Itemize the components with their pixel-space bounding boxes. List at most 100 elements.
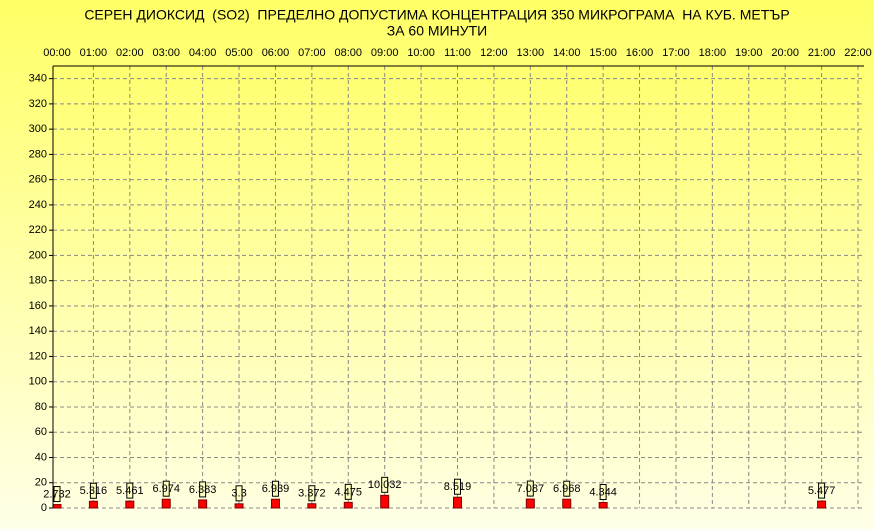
- value-label-text: 6.974: [152, 483, 180, 495]
- x-tick-label: 20:00: [771, 47, 799, 59]
- value-label: 6.974: [152, 480, 180, 497]
- bar: [453, 496, 462, 509]
- value-label-text: 6.939: [262, 483, 290, 495]
- x-tick-label: 14:00: [553, 47, 581, 59]
- value-label-box: [344, 483, 352, 500]
- value-label-box: [818, 482, 826, 499]
- y-tick-label: 160: [29, 300, 47, 312]
- value-label: 10.032: [368, 476, 402, 493]
- value-label-text: 7.087: [517, 483, 545, 495]
- x-tick-label: 22:00: [844, 47, 872, 59]
- bar: [817, 500, 827, 509]
- value-label: 8.519: [444, 478, 472, 495]
- value-label: 5.461: [116, 482, 144, 499]
- y-tick-label: 300: [29, 123, 47, 135]
- bar: [525, 498, 535, 509]
- y-tick-label: 140: [29, 325, 47, 337]
- y-tick-label: 200: [29, 249, 47, 261]
- value-label: 3.372: [298, 485, 326, 502]
- value-label-text: 5.461: [116, 485, 144, 497]
- x-tick-label: 09:00: [371, 47, 399, 59]
- value-label-text: 3.372: [298, 488, 326, 500]
- value-label-text: 2.732: [43, 488, 71, 500]
- value-label-text: 4.475: [335, 486, 363, 498]
- x-tick-label: 21:00: [808, 47, 836, 59]
- value-labels: 2.732 5.316 5.461 6.974 6.383 3.3 6.939 3.372 4.…: [43, 476, 836, 503]
- value-label: 6.383: [189, 481, 217, 498]
- value-label-box: [381, 476, 389, 493]
- value-label: 5.477: [808, 482, 836, 499]
- value-label: 4.475: [335, 483, 363, 500]
- y-tick-label: 80: [35, 401, 47, 413]
- value-label-box: [271, 480, 279, 497]
- value-label-box: [308, 485, 316, 502]
- bar: [125, 500, 135, 509]
- value-label: 5.316: [80, 482, 107, 499]
- y-tick-label: 0: [41, 502, 47, 514]
- x-tick-label: 00:00: [43, 47, 71, 59]
- bar: [270, 498, 280, 509]
- bar: [234, 503, 244, 509]
- value-label: 6.939: [262, 480, 290, 497]
- value-label-box: [126, 482, 134, 499]
- x-tick-label: 19:00: [735, 47, 763, 59]
- value-label: 2.732: [43, 486, 71, 503]
- value-label: 6.968: [553, 480, 580, 497]
- y-tick-label: 280: [29, 148, 47, 160]
- x-tick-label: 07:00: [298, 47, 326, 59]
- value-label-text: 10.032: [368, 479, 402, 491]
- value-label: 4.344: [589, 484, 617, 501]
- value-label-box: [53, 486, 61, 503]
- x-tick-label: 04:00: [189, 47, 217, 59]
- value-label-box: [199, 481, 207, 498]
- x-tick-label: 02:00: [116, 47, 144, 59]
- x-tick-label: 03:00: [152, 47, 180, 59]
- value-label-box: [162, 480, 170, 497]
- y-tick-label: 120: [29, 350, 47, 362]
- y-tick-label: 20: [35, 477, 47, 489]
- x-tick-label: 10:00: [407, 47, 435, 59]
- bar: [562, 498, 572, 509]
- value-label-text: 8.519: [444, 481, 472, 493]
- plot-area: [53, 66, 864, 508]
- x-tick-label: 12:00: [480, 47, 508, 59]
- x-tick-label: 01:00: [80, 47, 108, 59]
- value-label-box: [599, 484, 607, 501]
- bar: [198, 499, 208, 509]
- x-tick-label: 06:00: [262, 47, 290, 59]
- bar: [380, 494, 390, 509]
- y-tick-label: 320: [29, 98, 47, 110]
- chart-subtitle: ЗА 60 МИНУТИ: [387, 23, 488, 39]
- value-label-box: [454, 478, 461, 495]
- chart-title: СЕРЕН ДИОКСИД (SO2) ПРЕДЕЛНО ДОПУСТИМА К…: [84, 7, 789, 23]
- bar: [52, 504, 62, 509]
- value-label-box: [563, 480, 571, 497]
- y-tick-label: 100: [29, 376, 47, 388]
- bar: [88, 500, 98, 509]
- y-tick-label: 60: [35, 426, 47, 438]
- x-tick-label: 18:00: [699, 47, 727, 59]
- value-label-box: [526, 480, 534, 497]
- value-label-text: 6.383: [189, 484, 217, 496]
- y-tick-label: 260: [29, 174, 47, 186]
- y-tick-label: 220: [29, 224, 47, 236]
- bar: [307, 503, 317, 509]
- x-tick-label: 13:00: [517, 47, 545, 59]
- value-label: 7.087: [517, 480, 545, 497]
- value-label-text: 4.344: [589, 486, 617, 498]
- bar: [161, 498, 171, 509]
- x-tick-label: 15:00: [589, 47, 617, 59]
- x-tick-label: 05:00: [225, 47, 253, 59]
- value-label-box: [235, 485, 243, 502]
- value-label: 3.3: [231, 485, 247, 502]
- plot-layer: 0 20 40 60 80 100 120 140 160 180 200 220 240 260 280 3…: [29, 47, 872, 514]
- y-tick-label: 240: [29, 199, 47, 211]
- value-label-box: [89, 482, 97, 499]
- x-tick-label: 08:00: [335, 47, 363, 59]
- bar: [343, 501, 353, 509]
- y-tick-label: 40: [35, 451, 47, 463]
- x-tick-label: 17:00: [662, 47, 690, 59]
- value-label-text: 5.477: [808, 485, 836, 497]
